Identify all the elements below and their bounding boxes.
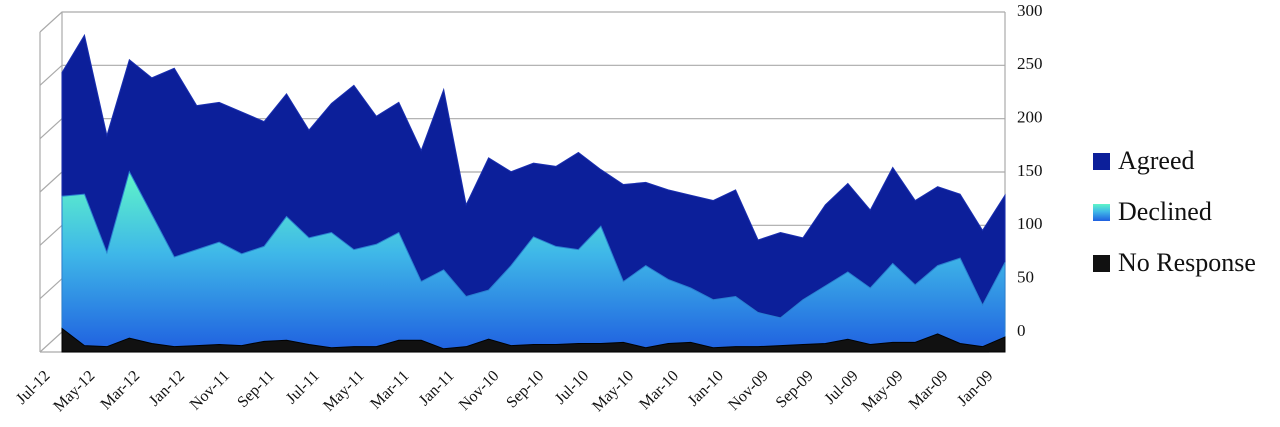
legend-label: Agreed [1118,146,1195,175]
legend-swatch [1093,255,1110,272]
legend-swatch [1093,204,1110,221]
x-tick-label: Jan-10 [685,367,727,409]
x-tick-label: Jan-11 [416,367,458,409]
x-tick-label: Sep-11 [234,367,278,411]
legend-swatch [1093,153,1110,170]
x-tick-label: Mar-11 [367,367,412,412]
y-tick-label: 0 [1017,321,1026,340]
x-tick-label: Jul-09 [821,367,861,407]
legend-label: No Response [1118,248,1256,277]
x-tick-label: Jan-09 [954,367,996,409]
y-tick-label: 100 [1017,214,1043,233]
grid-line [39,64,1005,86]
x-tick-label: Sep-09 [773,367,817,411]
x-tick-label: Jul-11 [283,367,323,407]
x-tick-label: Sep-10 [503,367,547,411]
x-tick-label: Mar-10 [636,367,682,413]
areas [61,33,1006,353]
x-tick-label: Jan-12 [146,367,188,409]
legend: Agreed Declined No Response [1093,146,1256,277]
x-tick-label: Nov-11 [187,367,233,413]
x-tick-label: Jul-10 [552,367,592,407]
x-tick-label: May-09 [859,367,907,415]
area [61,170,1006,353]
area [61,327,1006,353]
y-tick-label: 250 [1017,54,1043,73]
x-tick-label: May-10 [589,367,637,415]
legend-label: Declined [1118,197,1212,226]
x-tick-label: Mar-12 [98,367,144,413]
x-tick-label: Nov-10 [456,367,503,414]
y-tick-label: 50 [1017,268,1034,287]
x-tick-label: May-12 [50,367,98,415]
x-tick-label: May-11 [320,367,367,414]
x-tick-label: Mar-09 [906,367,952,413]
x-tick-label: Nov-09 [725,367,772,414]
y-tick-label: 300 [1017,1,1043,20]
y-tick-label: 150 [1017,161,1043,180]
y-tick-label: 200 [1017,108,1043,127]
x-tick-label: Jul-12 [13,367,53,407]
grid-line [39,11,1005,33]
